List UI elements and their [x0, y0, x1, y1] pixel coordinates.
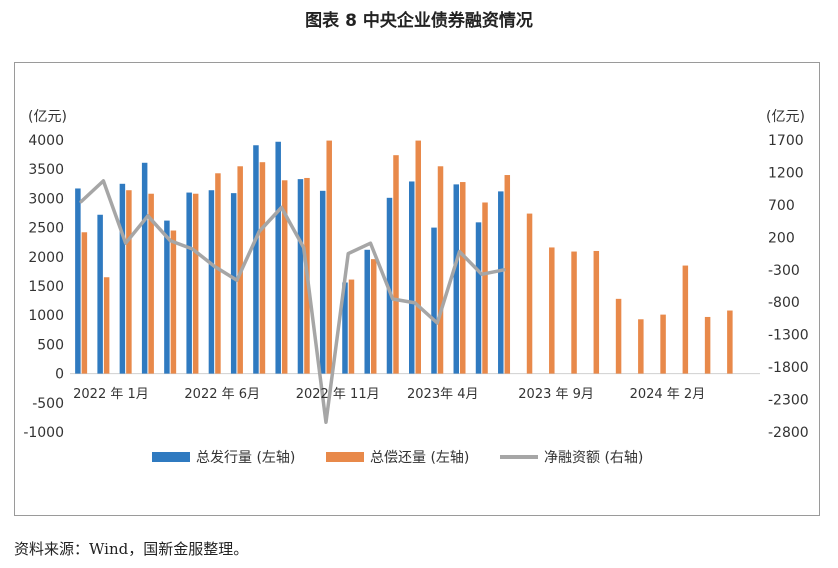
right-tick-label: 200 — [768, 230, 795, 246]
bar-repay — [682, 265, 689, 374]
repay-bars — [81, 140, 733, 374]
right-tick-label: -2300 — [768, 393, 809, 409]
left-tick-label: 4000 — [28, 133, 64, 149]
bar-repay — [615, 298, 622, 374]
bar-issue — [431, 227, 437, 374]
chart-frame — [14, 62, 820, 516]
bar-repay — [148, 193, 154, 374]
bar-repay — [192, 193, 199, 374]
bar-repay — [215, 173, 221, 374]
bar-repay — [103, 277, 110, 374]
legend-label-net: 净融资额 (右轴) — [544, 450, 643, 466]
left-tick-label: 2500 — [28, 221, 64, 237]
bar-issue — [97, 214, 103, 374]
bar-repay — [660, 314, 666, 374]
right-tick-label: -300 — [768, 263, 800, 279]
legend-label-repay: 总偿还量 (左轴) — [370, 450, 469, 466]
bar-issue — [119, 183, 126, 374]
chart: -1000 -500 0 500 1000 1500 2000 2500 3000 3500 400… — [23, 109, 809, 466]
figure-title: 图表 8 中央企业债券融资情况 — [305, 11, 533, 31]
bar-repay — [348, 279, 355, 374]
left-axis-unit: (亿元) — [28, 109, 67, 125]
bar-issue — [364, 249, 370, 374]
bar-issue — [208, 190, 215, 374]
bar-repay — [259, 162, 266, 374]
bar-issue — [319, 190, 326, 374]
right-tick-label: 1200 — [768, 165, 804, 181]
bar-repay — [638, 319, 644, 374]
x-axis-ticks: 2022 年 1月 2022 年 6月 2022 年 11月 2023年 4月 2023… — [73, 387, 705, 402]
bar-repay — [482, 202, 488, 374]
bar-repay — [126, 190, 132, 374]
bar-issue — [409, 181, 415, 374]
left-axis-ticks: -1000 -500 0 500 1000 1500 2000 2500 3000 3500 400… — [23, 133, 64, 441]
legend-swatch-issue — [152, 452, 190, 462]
bar-repay — [526, 213, 533, 374]
right-axis-unit: (亿元) — [766, 109, 805, 125]
right-tick-label: -2800 — [768, 425, 809, 441]
right-axis-ticks: -2800 -2300 -1800 -1300 -800 -300 200 700 1200 17… — [768, 133, 809, 441]
left-tick-label: 500 — [37, 337, 64, 353]
x-tick-label: 2022 年 6月 — [184, 387, 260, 402]
legend: 总发行量 (左轴) 总偿还量 (左轴) 净融资额 (右轴) — [152, 450, 643, 466]
right-tick-label: -1300 — [768, 328, 809, 344]
left-tick-label: 1500 — [28, 279, 64, 295]
bar-repay — [326, 140, 332, 374]
left-tick-label: 3000 — [28, 191, 64, 207]
right-tick-label: -1800 — [768, 360, 809, 376]
bar-repay — [593, 250, 600, 374]
left-tick-label: 2000 — [28, 250, 64, 266]
left-tick-label: 3500 — [28, 162, 64, 178]
x-tick-label: 2022 年 11月 — [296, 387, 380, 402]
source-note: 资料来源：Wind，国新金服整理。 — [14, 540, 249, 558]
right-tick-label: 1700 — [768, 133, 804, 149]
x-tick-label: 2022 年 1月 — [73, 387, 149, 402]
left-tick-label: 0 — [55, 367, 64, 383]
left-tick-label: 1000 — [28, 308, 64, 324]
bar-repay — [281, 180, 288, 374]
bar-repay — [81, 232, 88, 374]
bar-issue — [475, 222, 482, 374]
bar-repay — [415, 140, 421, 374]
legend-swatch-repay — [326, 452, 364, 462]
bar-issue — [186, 192, 192, 374]
x-tick-label: 2024 年 2月 — [630, 387, 706, 402]
bar-repay — [170, 230, 177, 374]
bar-repay — [571, 251, 577, 374]
bar-issue — [498, 191, 504, 374]
left-tick-label: -500 — [32, 396, 64, 412]
x-tick-label: 2023 年 9月 — [518, 387, 594, 402]
legend-label-issue: 总发行量 (左轴) — [196, 450, 295, 466]
bar-repay — [370, 259, 377, 374]
bar-issue — [342, 282, 348, 374]
bar-issue — [386, 197, 393, 374]
bar-repay — [727, 310, 733, 374]
bar-issue — [164, 220, 170, 374]
bar-issue — [141, 162, 148, 374]
bar-issue — [275, 141, 281, 374]
bar-issue — [75, 188, 81, 374]
bar-repay — [460, 182, 466, 374]
x-tick-label: 2023年 4月 — [407, 387, 479, 402]
left-tick-label: -1000 — [23, 425, 64, 441]
right-tick-label: -800 — [768, 295, 800, 311]
net-financing-polyline — [79, 179, 506, 425]
bar-issue — [297, 179, 304, 374]
bar-repay — [504, 175, 511, 374]
bar-issue — [453, 184, 460, 374]
right-tick-label: 700 — [768, 198, 795, 214]
bar-repay — [704, 316, 711, 374]
bar-repay — [437, 166, 444, 374]
bar-issue — [230, 193, 237, 374]
bar-issue — [253, 145, 259, 374]
net-financing-line — [79, 179, 506, 425]
bar-repay — [549, 247, 555, 374]
bar-repay — [393, 155, 399, 374]
issue-bars — [75, 141, 504, 374]
